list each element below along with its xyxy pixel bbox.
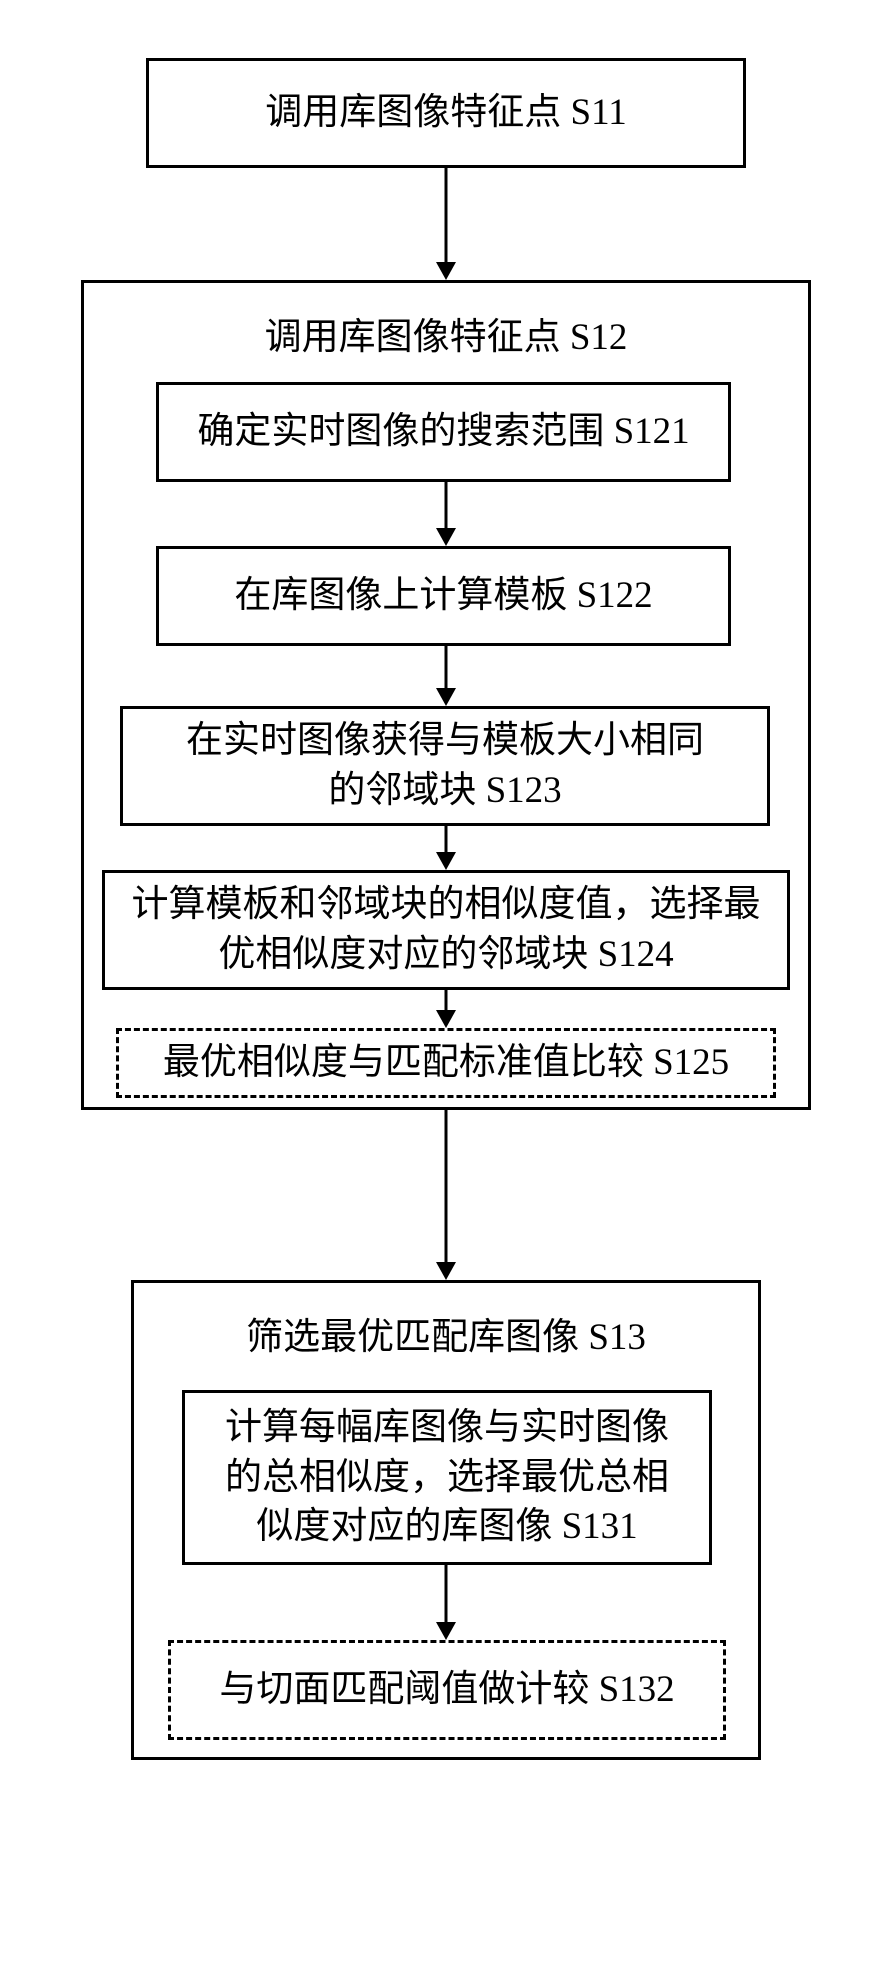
node-s124: 计算模板和邻域块的相似度值，选择最 优相似度对应的邻域块 S124 bbox=[102, 870, 790, 990]
node-label: 计算每幅库图像与实时图像 的总相似度，选择最优总相 似度对应的库图像 S131 bbox=[225, 1403, 669, 1553]
node-label: 调用库图像特征点 S11 bbox=[265, 88, 626, 138]
flowchart-canvas: 调用库图像特征点 S11 调用库图像特征点 S12 确定实时图像的搜索范围 S121… bbox=[0, 0, 892, 1987]
arrow-s12_container-s13_container bbox=[426, 1110, 466, 1280]
arrow-s11-s12_container bbox=[426, 168, 466, 280]
arrow-s131-s132 bbox=[426, 1565, 466, 1640]
arrow-s122-s123 bbox=[426, 646, 466, 706]
container-title-label: 调用库图像特征点 S12 bbox=[265, 317, 628, 358]
container-title: 筛选最优匹配库图像 S13 bbox=[134, 1313, 758, 1363]
node-label: 计算模板和邻域块的相似度值，选择最 优相似度对应的邻域块 S124 bbox=[132, 880, 761, 980]
node-label: 确定实时图像的搜索范围 S121 bbox=[197, 407, 689, 457]
node-s122: 在库图像上计算模板 S122 bbox=[156, 546, 731, 646]
node-label: 在实时图像获得与模板大小相同 的邻域块 S123 bbox=[186, 716, 704, 816]
node-s11: 调用库图像特征点 S11 bbox=[146, 58, 746, 168]
node-label: 与切面匹配阈值做计较 S132 bbox=[219, 1665, 674, 1715]
node-label: 在库图像上计算模板 S122 bbox=[234, 571, 652, 621]
arrow-s123-s124 bbox=[426, 826, 466, 870]
node-s121: 确定实时图像的搜索范围 S121 bbox=[156, 382, 731, 482]
node-s131: 计算每幅库图像与实时图像 的总相似度，选择最优总相 似度对应的库图像 S131 bbox=[182, 1390, 712, 1565]
arrow-s124-s125 bbox=[426, 990, 466, 1028]
node-s125: 最优相似度与匹配标准值比较 S125 bbox=[116, 1028, 776, 1098]
node-s132: 与切面匹配阈值做计较 S132 bbox=[168, 1640, 726, 1740]
container-title: 调用库图像特征点 S12 bbox=[84, 313, 808, 363]
node-label: 最优相似度与匹配标准值比较 S125 bbox=[163, 1038, 729, 1088]
node-s123: 在实时图像获得与模板大小相同 的邻域块 S123 bbox=[120, 706, 770, 826]
arrow-s121-s122 bbox=[426, 482, 466, 546]
container-title-label: 筛选最优匹配库图像 S13 bbox=[246, 1317, 646, 1358]
